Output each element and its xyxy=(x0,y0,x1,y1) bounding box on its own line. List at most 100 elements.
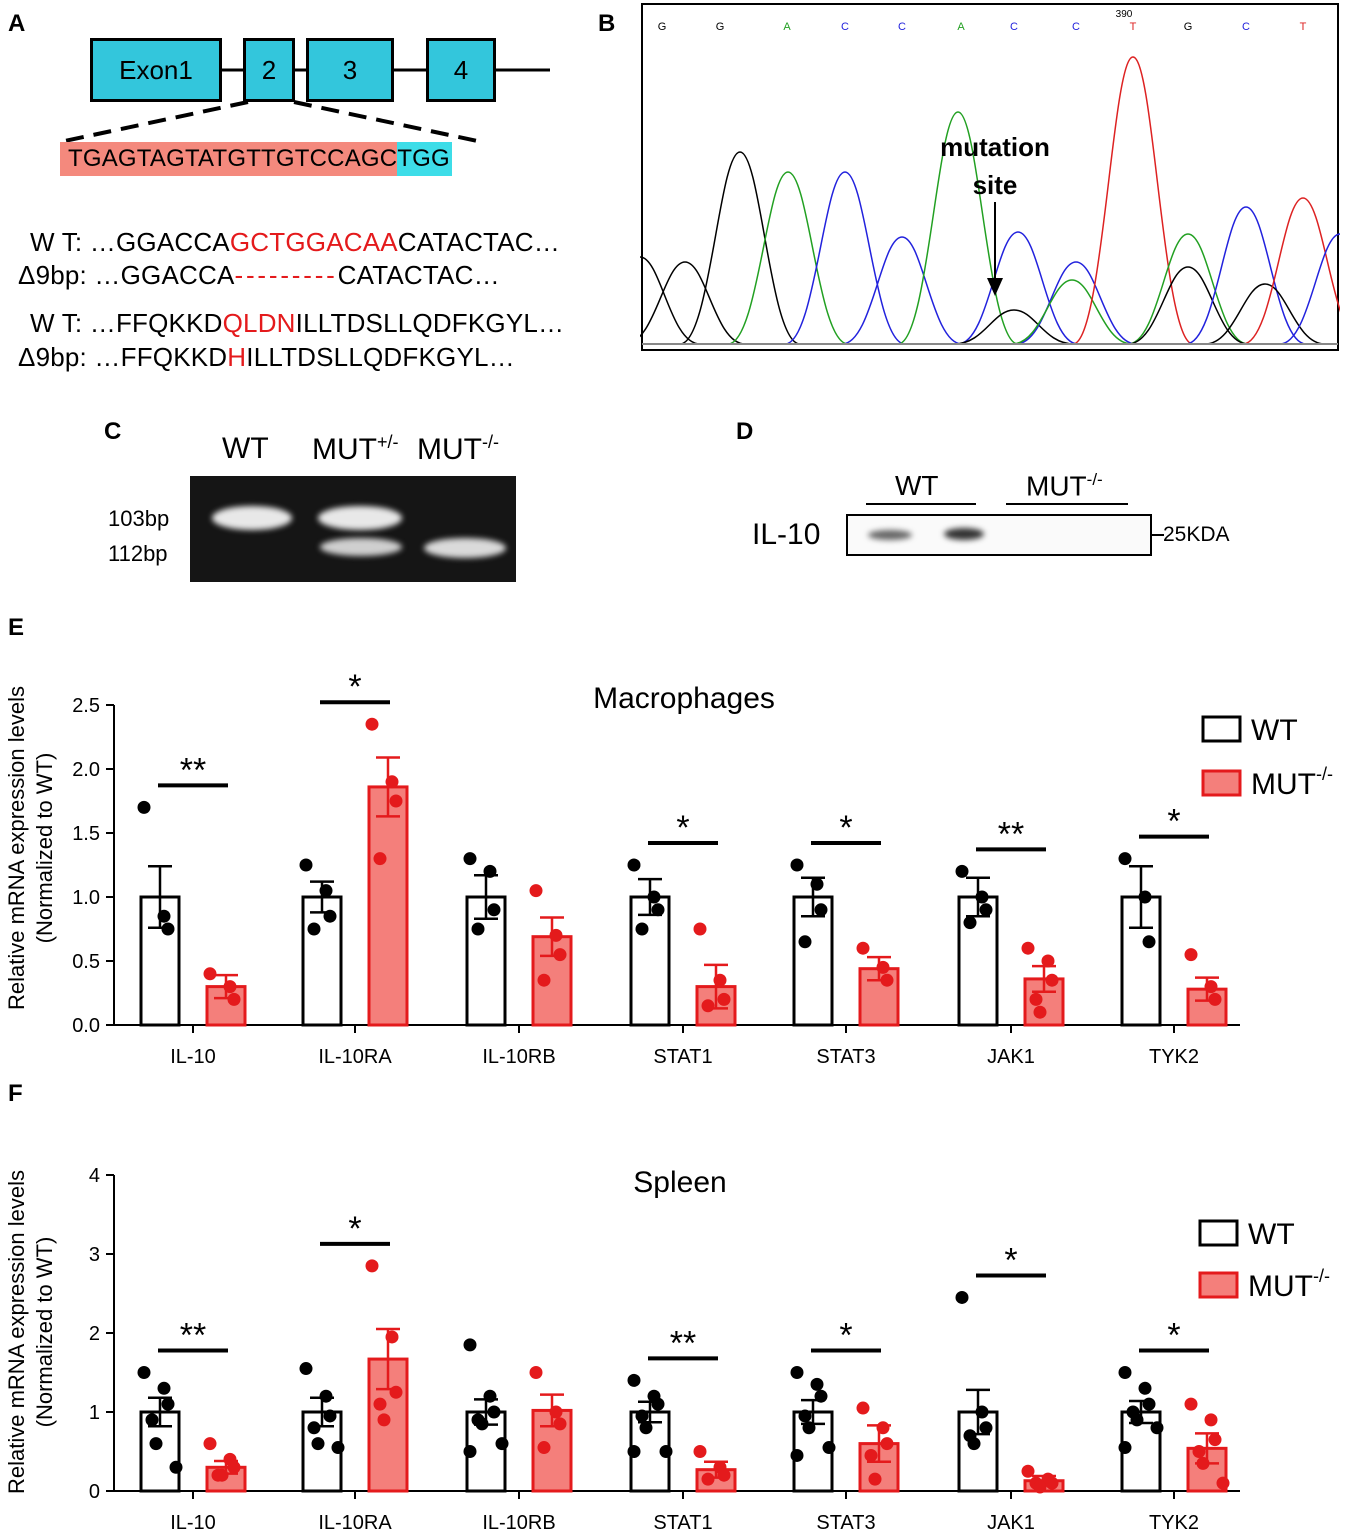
y-axis-title: Relative mRNA expression levels (Normali… xyxy=(4,1170,57,1494)
data-point xyxy=(529,1366,543,1379)
bar-mut xyxy=(367,785,409,1027)
data-point xyxy=(1021,1464,1035,1478)
data-point xyxy=(627,858,641,872)
data-point xyxy=(975,1405,989,1419)
data-point xyxy=(1196,1456,1210,1470)
panel-label-f: F xyxy=(8,1080,23,1107)
data-point xyxy=(713,973,727,987)
y-tick-label: 0 xyxy=(89,1481,100,1503)
x-tick-label: JAK1 xyxy=(987,1512,1035,1534)
data-point xyxy=(389,1385,403,1399)
data-point xyxy=(487,903,501,917)
guide-sequence: TGAGTAGTATGTTGTCCAGC xyxy=(60,142,398,176)
data-point xyxy=(365,1259,379,1273)
data-point xyxy=(979,903,993,917)
blot-group-label-wt: WT xyxy=(895,470,939,501)
base-call: A xyxy=(957,21,965,33)
blot-band xyxy=(944,528,984,540)
trace-peak xyxy=(1242,197,1340,345)
x-tick-label: IL-10RA xyxy=(318,1512,392,1534)
bar-wt xyxy=(792,895,834,1027)
data-point xyxy=(145,1413,159,1427)
data-point xyxy=(373,1397,387,1411)
base-call: T xyxy=(1130,21,1137,33)
data-point xyxy=(880,973,894,987)
x-tick-label: IL-10RB xyxy=(482,1512,555,1534)
data-point xyxy=(627,1373,641,1387)
data-point xyxy=(880,1437,894,1451)
substituted-residue: H xyxy=(227,342,247,372)
data-point xyxy=(495,1437,509,1451)
significance-stars: * xyxy=(839,1317,852,1355)
exon-2: 2 xyxy=(243,38,295,102)
data-point xyxy=(215,1468,229,1482)
data-point xyxy=(822,1441,836,1455)
base-call: G xyxy=(658,21,667,33)
data-point xyxy=(323,1409,337,1423)
data-point xyxy=(963,916,977,930)
panel-label-a: A xyxy=(8,10,26,37)
svg-text:Relative mRNA expression level: Relative mRNA expression levels xyxy=(4,686,29,1010)
row-label: W T: xyxy=(30,227,83,257)
legend-swatch-wt xyxy=(1201,715,1242,743)
agarose-gel-image xyxy=(190,476,516,582)
data-point xyxy=(1184,1397,1198,1411)
data-point xyxy=(299,1362,313,1376)
size-label-103: 103bp xyxy=(108,506,170,531)
trace-peak xyxy=(1011,279,1133,345)
trace-peak xyxy=(953,309,1075,345)
data-point xyxy=(223,980,237,994)
base-call: C xyxy=(1010,21,1018,33)
data-point xyxy=(701,999,715,1013)
exon-1: Exon1 xyxy=(90,38,222,102)
trace-peak xyxy=(1279,233,1340,345)
sgrna-sequence: TGAGTAGTATGTTGTCCAGCTGG xyxy=(60,142,452,176)
data-point xyxy=(487,1405,501,1419)
data-point xyxy=(790,858,804,872)
data-point xyxy=(1021,941,1035,955)
legend-label-wt: WT xyxy=(1248,1218,1295,1251)
group-bar-mut xyxy=(1006,503,1128,505)
data-point xyxy=(553,948,567,962)
data-point xyxy=(157,1381,171,1395)
trace-peak xyxy=(679,151,801,345)
base-call: T xyxy=(1300,21,1307,33)
panel-label-e: E xyxy=(8,614,25,641)
data-point xyxy=(955,1290,969,1304)
base-call: A xyxy=(783,21,791,33)
base-call: G xyxy=(1184,21,1193,33)
significance-stars: * xyxy=(1004,1241,1017,1279)
sequencing-chromatogram: G G A C C A C C T G C T 390 mutation site xyxy=(640,3,1340,351)
significance-stars: ** xyxy=(180,751,206,789)
gel-band xyxy=(318,506,402,530)
legend-swatch-wt xyxy=(1198,1219,1239,1247)
data-point xyxy=(856,941,870,955)
data-point xyxy=(1142,1397,1156,1411)
trace-peak xyxy=(1185,206,1307,345)
data-point xyxy=(790,1366,804,1379)
data-point xyxy=(693,1445,707,1458)
data-point xyxy=(1118,1441,1132,1455)
data-point xyxy=(1216,1476,1230,1490)
svg-text:(Normalized to WT): (Normalized to WT) xyxy=(32,1237,57,1428)
significance-stars: * xyxy=(1167,803,1180,841)
data-point xyxy=(651,1397,665,1411)
gel-band xyxy=(424,538,506,558)
data-point xyxy=(798,1409,812,1423)
deleted-residues: QLDN xyxy=(222,308,296,338)
arrow-head-icon xyxy=(987,278,1003,296)
data-point xyxy=(647,890,661,904)
macrophages-bar-chart: Relative mRNA expression levels (Normali… xyxy=(4,668,1333,1068)
base-call: C xyxy=(1072,21,1080,33)
spleen-bar-chart: Relative mRNA expression levels (Normali… xyxy=(4,1165,1330,1534)
data-point xyxy=(319,1389,333,1403)
seq-row-wt-protein: W T: …FFQKKDQLDNILLTDSLLQDFKGYL… xyxy=(30,308,565,338)
x-tick-label: IL-10RB xyxy=(482,1046,555,1068)
data-point xyxy=(529,884,543,898)
data-point xyxy=(365,717,379,731)
data-point xyxy=(814,903,828,917)
gel-band xyxy=(320,538,402,556)
trace-peak xyxy=(1204,283,1326,345)
significance-stars: * xyxy=(839,809,852,847)
data-point xyxy=(1045,1476,1059,1490)
